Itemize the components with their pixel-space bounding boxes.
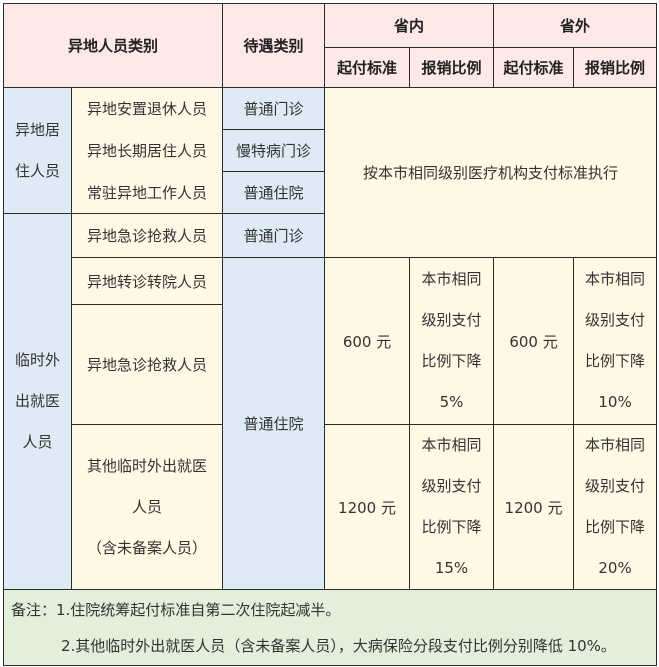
treatment-cell: 普通住院: [222, 257, 326, 590]
ratio-line: 本市相同: [585, 270, 646, 288]
person-line: （含未备案人员）: [87, 538, 208, 557]
person-line: 人员: [132, 497, 163, 516]
person-cell: 异地急诊抢救人员: [70, 213, 224, 258]
person-cell: 异地急诊抢救人员: [70, 304, 224, 425]
group-line: 人员: [22, 433, 53, 451]
out-ratio-tier2: 本市相同 级别支付 比例下降 20%: [573, 424, 658, 590]
ratio-line: 级别支付: [585, 311, 646, 329]
person-line: 其他临时外出就医: [87, 456, 208, 475]
group-line: 临时外: [14, 351, 60, 369]
ratio-line: 比例下降: [585, 518, 646, 536]
note-1: 备注：1.住院统筹起付标准自第二次住院起减半。: [11, 600, 341, 619]
ratio-line: 级别支付: [421, 477, 482, 495]
ratio-line: 级别支付: [585, 477, 646, 495]
ratio-line: 比例下降: [585, 352, 646, 370]
person-cell: 常驻异地工作人员: [70, 171, 224, 214]
person-cell: 异地转诊转院人员: [70, 257, 224, 305]
group-line: 住人员: [14, 161, 60, 180]
ratio-line: 15%: [434, 559, 469, 577]
group-line: 出就医: [14, 392, 60, 410]
ratio-line: 10%: [598, 393, 632, 411]
out-deductible-tier2: 1200 元: [493, 424, 575, 590]
group-resident: 异地居 住人员: [3, 87, 72, 214]
out-deductible-tier1: 600 元: [493, 257, 575, 425]
header-in-province: 省内: [324, 3, 495, 48]
same-standard-cell: 按本市相同级别医疗机构支付标准执行: [324, 87, 658, 258]
notes-cell: 备注：1.住院统筹起付标准自第二次住院起减半。 2.其他临时外出就医人员（含未备…: [2, 589, 658, 666]
ratio-line: 本市相同: [421, 270, 482, 288]
ratio-line: 级别支付: [421, 311, 482, 329]
person-cell: 异地长期居住人员: [70, 129, 224, 172]
in-ratio-tier2: 本市相同 级别支付 比例下降 15%: [409, 424, 495, 590]
in-deductible-tier2: 1200 元: [324, 424, 411, 590]
group-line: 异地居: [14, 120, 60, 139]
header-out-deductible: 起付标准: [493, 47, 575, 88]
in-deductible-tier1: 600 元: [324, 257, 411, 425]
header-in-deductible: 起付标准: [324, 47, 411, 88]
treatment-cell: 普通门诊: [222, 213, 326, 258]
header-out-ratio: 报销比例: [573, 47, 658, 88]
person-cell: 异地安置退休人员: [70, 87, 224, 130]
treatment-cell: 慢特病门诊: [222, 129, 326, 172]
ratio-line: 5%: [439, 393, 464, 411]
ratio-line: 本市相同: [421, 436, 482, 454]
note-2: 2.其他临时外出就医人员（含未备案人员），大病保险分段支付比例分别降低 10%。: [61, 636, 616, 655]
treatment-cell: 普通门诊: [222, 87, 326, 130]
in-ratio-tier1: 本市相同 级别支付 比例下降 5%: [409, 257, 495, 425]
person-cell: 其他临时外出就医 人员 （含未备案人员）: [70, 424, 224, 590]
header-in-ratio: 报销比例: [409, 47, 495, 88]
treatment-cell: 普通住院: [222, 171, 326, 214]
header-out-province: 省外: [493, 3, 658, 48]
ratio-line: 20%: [598, 559, 632, 577]
out-ratio-tier1: 本市相同 级别支付 比例下降 10%: [573, 257, 658, 425]
ratio-line: 比例下降: [421, 518, 482, 536]
ratio-line: 本市相同: [585, 436, 646, 454]
header-person-category: 异地人员类别: [2, 3, 224, 88]
medical-reimbursement-table: 异地人员类别 待遇类别 省内 省外 起付标准 报销比例 起付标准 报销比例 异地…: [2, 3, 658, 666]
header-treatment-category: 待遇类别: [222, 3, 326, 88]
ratio-line: 比例下降: [421, 352, 482, 370]
group-temporary: 临时外 出就医 人员: [3, 213, 72, 590]
